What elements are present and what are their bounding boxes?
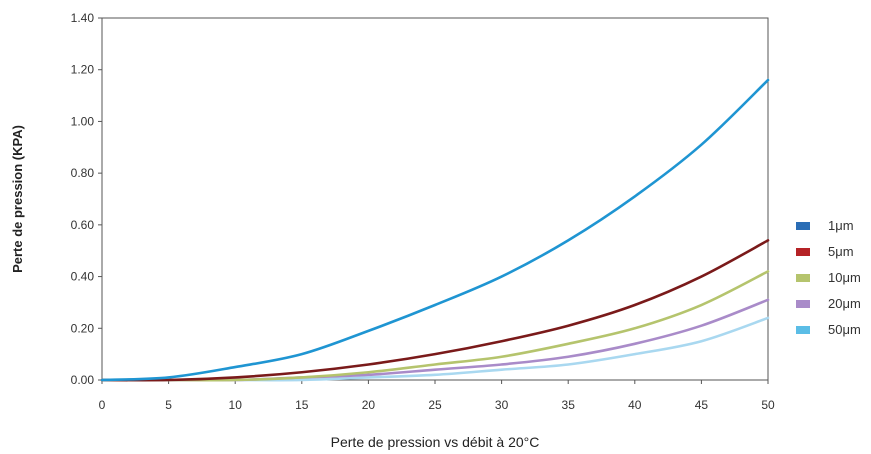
x-tick-label: 30 [495, 398, 509, 412]
legend-swatch [796, 248, 810, 256]
legend-item: 50μm [796, 322, 861, 337]
x-tick-label: 40 [628, 398, 642, 412]
legend-swatch [796, 222, 810, 230]
x-tick-label: 45 [695, 398, 709, 412]
x-tick-label: 10 [229, 398, 243, 412]
series-lines [100, 78, 770, 382]
legend-label: 20μm [828, 296, 861, 311]
series-line-10m [100, 270, 770, 382]
y-tick-label: 0.80 [71, 166, 95, 180]
legend-swatch [796, 300, 810, 308]
legend-label: 1μm [828, 218, 854, 233]
y-tick-label: 0.00 [71, 373, 95, 387]
legend: 1μm 5μm 10μm 20μm 50μm [796, 218, 861, 337]
x-tick-label: 35 [562, 398, 576, 412]
y-tick-label: 1.40 [71, 11, 95, 25]
legend-label: 5μm [828, 244, 854, 259]
y-tick-label: 0.60 [71, 218, 95, 232]
legend-swatch [796, 326, 810, 334]
x-axis-label: Perte de pression vs débit à 20°C [331, 434, 540, 450]
legend-label: 50μm [828, 322, 861, 337]
legend-item: 5μm [796, 244, 854, 259]
y-tick-label: 0.20 [71, 321, 95, 335]
x-tick-label: 0 [99, 398, 106, 412]
legend-label: 10μm [828, 270, 861, 285]
plot-area [101, 17, 769, 381]
x-axis-ticks: 0 5 10 15 20 25 30 35 40 45 50 [99, 380, 775, 412]
y-tick-label: 1.20 [71, 63, 95, 77]
y-tick-label: 1.00 [71, 114, 95, 128]
y-axis-ticks: 0.00 0.20 0.40 0.60 0.80 1.00 1.20 1.40 [71, 11, 102, 387]
series-line-1m [100, 78, 770, 382]
series-line-5m [100, 239, 770, 382]
x-tick-label: 5 [165, 398, 172, 412]
x-tick-label: 20 [362, 398, 376, 412]
y-axis-label: Perte de pression (KPA) [10, 125, 25, 273]
x-tick-label: 25 [428, 398, 442, 412]
y-tick-label: 0.40 [71, 270, 95, 284]
legend-item: 1μm [796, 218, 854, 233]
legend-item: 10μm [796, 270, 861, 285]
legend-item: 20μm [796, 296, 861, 311]
x-tick-label: 50 [761, 398, 775, 412]
x-tick-label: 15 [295, 398, 309, 412]
legend-swatch [796, 274, 810, 282]
